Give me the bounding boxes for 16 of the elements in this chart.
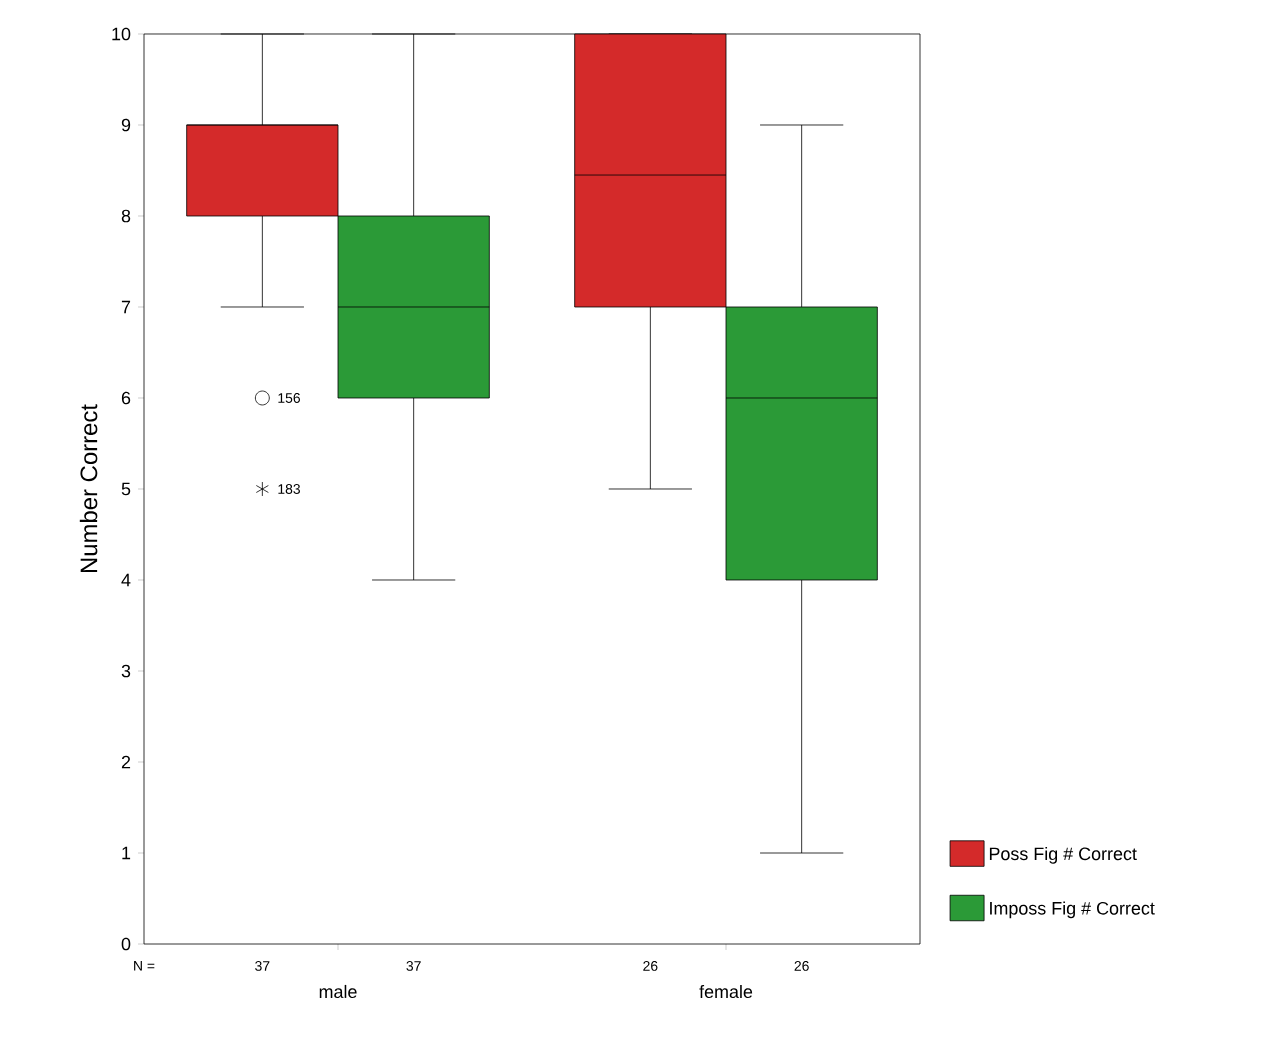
y-tick-label: 7 [121, 300, 131, 314]
y-tick-label: 6 [121, 391, 131, 405]
legend-label: Imposs Fig # Correct [990, 901, 1155, 919]
x-tick-label: male [319, 984, 357, 999]
y-tick-label: 4 [121, 573, 131, 587]
y-tick-label: 2 [121, 755, 131, 769]
y-tick-label: 9 [121, 118, 131, 132]
y-tick-label: 0 [121, 937, 131, 951]
legend-label: Poss Fig # Correct [989, 846, 1137, 864]
y-tick-label: 10 [112, 27, 131, 41]
y-tick-label: 3 [121, 664, 131, 678]
y-tick-label: 1 [122, 846, 131, 860]
y-axis-title: Number Correct [79, 404, 98, 573]
y-tick-label: 8 [121, 209, 131, 223]
x-tick-label: female [699, 984, 753, 999]
y-tick-label: 5 [121, 482, 131, 496]
